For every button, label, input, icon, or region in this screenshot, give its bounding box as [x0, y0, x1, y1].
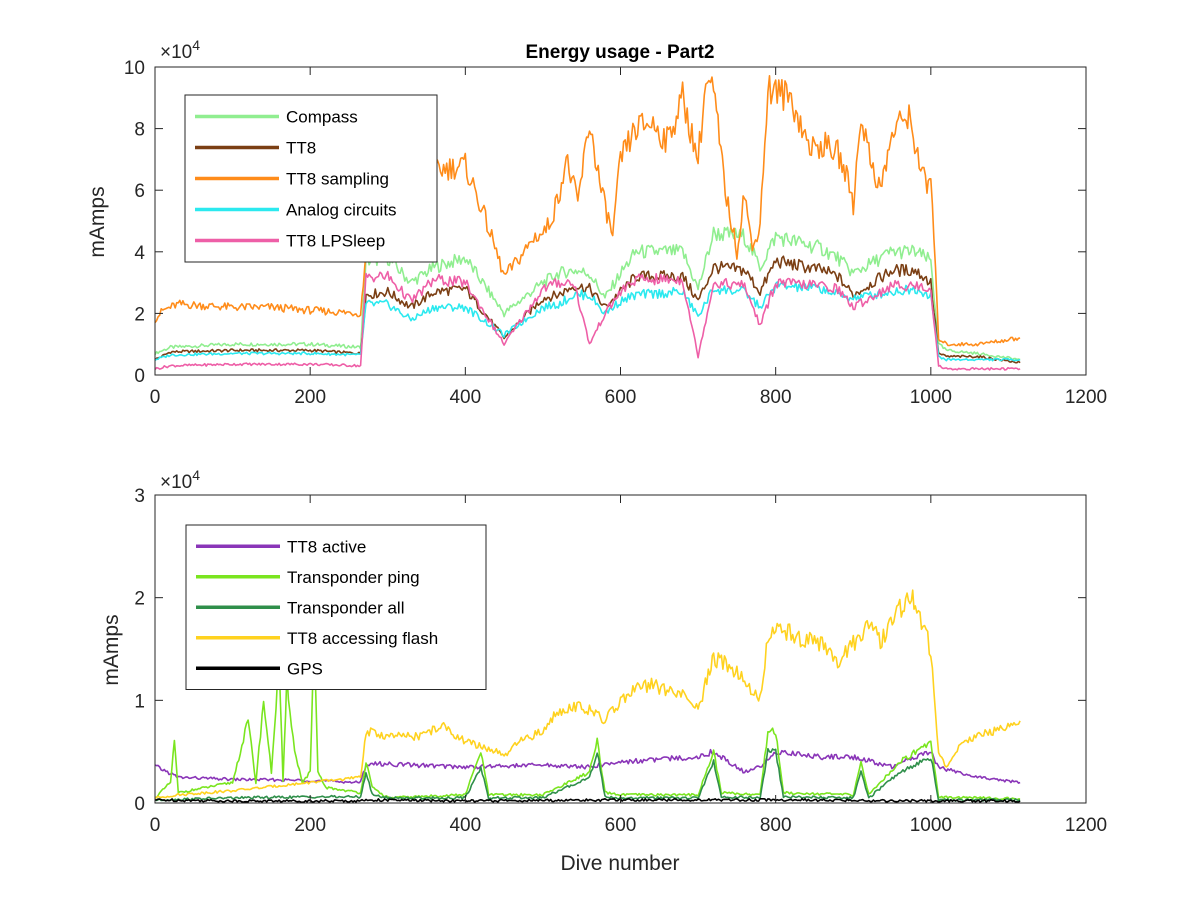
series-line-transponder-all — [154, 747, 1021, 802]
secondary-plot: ×104 mAmps Dive number 0 200 400 600 800 1000… — [100, 467, 1107, 875]
y-exponent-base: ×10 — [160, 42, 192, 63]
legend-label-tt8-lpsleep: TT8 LPSleep — [286, 232, 385, 251]
legend-label-gps: GPS — [287, 659, 323, 678]
series-line-tt8-sampling — [154, 75, 1021, 347]
plot-title: Energy usage - Part2 — [525, 42, 714, 63]
y-tick-label: 0 — [134, 794, 145, 815]
x-tick-label: 1000 — [910, 815, 952, 836]
x-axis-label: Dive number — [560, 852, 679, 875]
series-line-compass — [154, 226, 1021, 361]
legend-label-tt8-active: TT8 active — [287, 537, 366, 556]
x-tick-label: 200 — [294, 815, 326, 836]
y-tick-label: 6 — [134, 181, 145, 202]
x-tick-label: 1200 — [1065, 815, 1107, 836]
y-exponent-power: 4 — [192, 467, 200, 483]
y-axis-label: mAmps — [86, 186, 109, 257]
series-line-transponder-ping — [154, 638, 1021, 801]
x-tick-label: 600 — [605, 387, 637, 408]
series-line-tt8-accessing-flash — [154, 589, 1021, 800]
x-tick-label: 0 — [150, 387, 161, 408]
legend-label-analog-circuits: Analog circuits — [286, 201, 397, 220]
legend-label-tt8-accessing-flash: TT8 accessing flash — [287, 629, 438, 648]
y-exponent-label: ×104 — [160, 37, 200, 63]
x-tick-label: 400 — [449, 387, 481, 408]
legend-label-transponder-all: Transponder all — [287, 598, 405, 617]
y-tick-label: 10 — [124, 58, 145, 79]
y-exponent-label: ×104 — [160, 467, 200, 493]
series-line-tt8-active — [154, 748, 1021, 784]
series-line-analog-circuits — [154, 281, 1021, 362]
y-tick-label: 1 — [134, 691, 145, 712]
y-tick-label: 8 — [134, 120, 145, 141]
x-tick-label: 1000 — [910, 387, 952, 408]
x-tick-label: 800 — [760, 815, 792, 836]
x-tick-label: 200 — [294, 387, 326, 408]
series-line-tt8 — [154, 255, 1021, 364]
series-line-gps — [155, 797, 1021, 804]
legend: Compass TT8 TT8 sampling Analog circuits TT8… — [184, 94, 438, 263]
legend-label-tt8-sampling: TT8 sampling — [286, 170, 389, 189]
legend: TT8 active Transponder ping Transponder al… — [185, 524, 487, 690]
y-axis-label: mAmps — [100, 614, 123, 685]
y-exponent-power: 4 — [192, 37, 200, 53]
x-tick-label: 1200 — [1065, 387, 1107, 408]
y-tick-label: 3 — [134, 486, 145, 507]
x-tick-label: 400 — [449, 815, 481, 836]
x-tick-label: 0 — [150, 815, 161, 836]
y-tick-label: 0 — [134, 366, 145, 387]
y-exponent-base: ×10 — [160, 472, 192, 493]
legend-label-compass: Compass — [286, 108, 358, 127]
y-tick-label: 2 — [134, 589, 145, 610]
legend-label-transponder-ping: Transponder ping — [287, 568, 420, 587]
y-tick-label: 2 — [134, 304, 145, 325]
series-line-tt8-lpsleep — [154, 270, 1021, 371]
x-tick-label: 600 — [605, 815, 637, 836]
y-tick-label: 4 — [134, 243, 145, 264]
energy-usage-plot: Energy usage - Part2 ×104 mAmps 0 200 400 6… — [86, 37, 1107, 408]
x-tick-label: 800 — [760, 387, 792, 408]
legend-label-tt8: TT8 — [286, 139, 316, 158]
